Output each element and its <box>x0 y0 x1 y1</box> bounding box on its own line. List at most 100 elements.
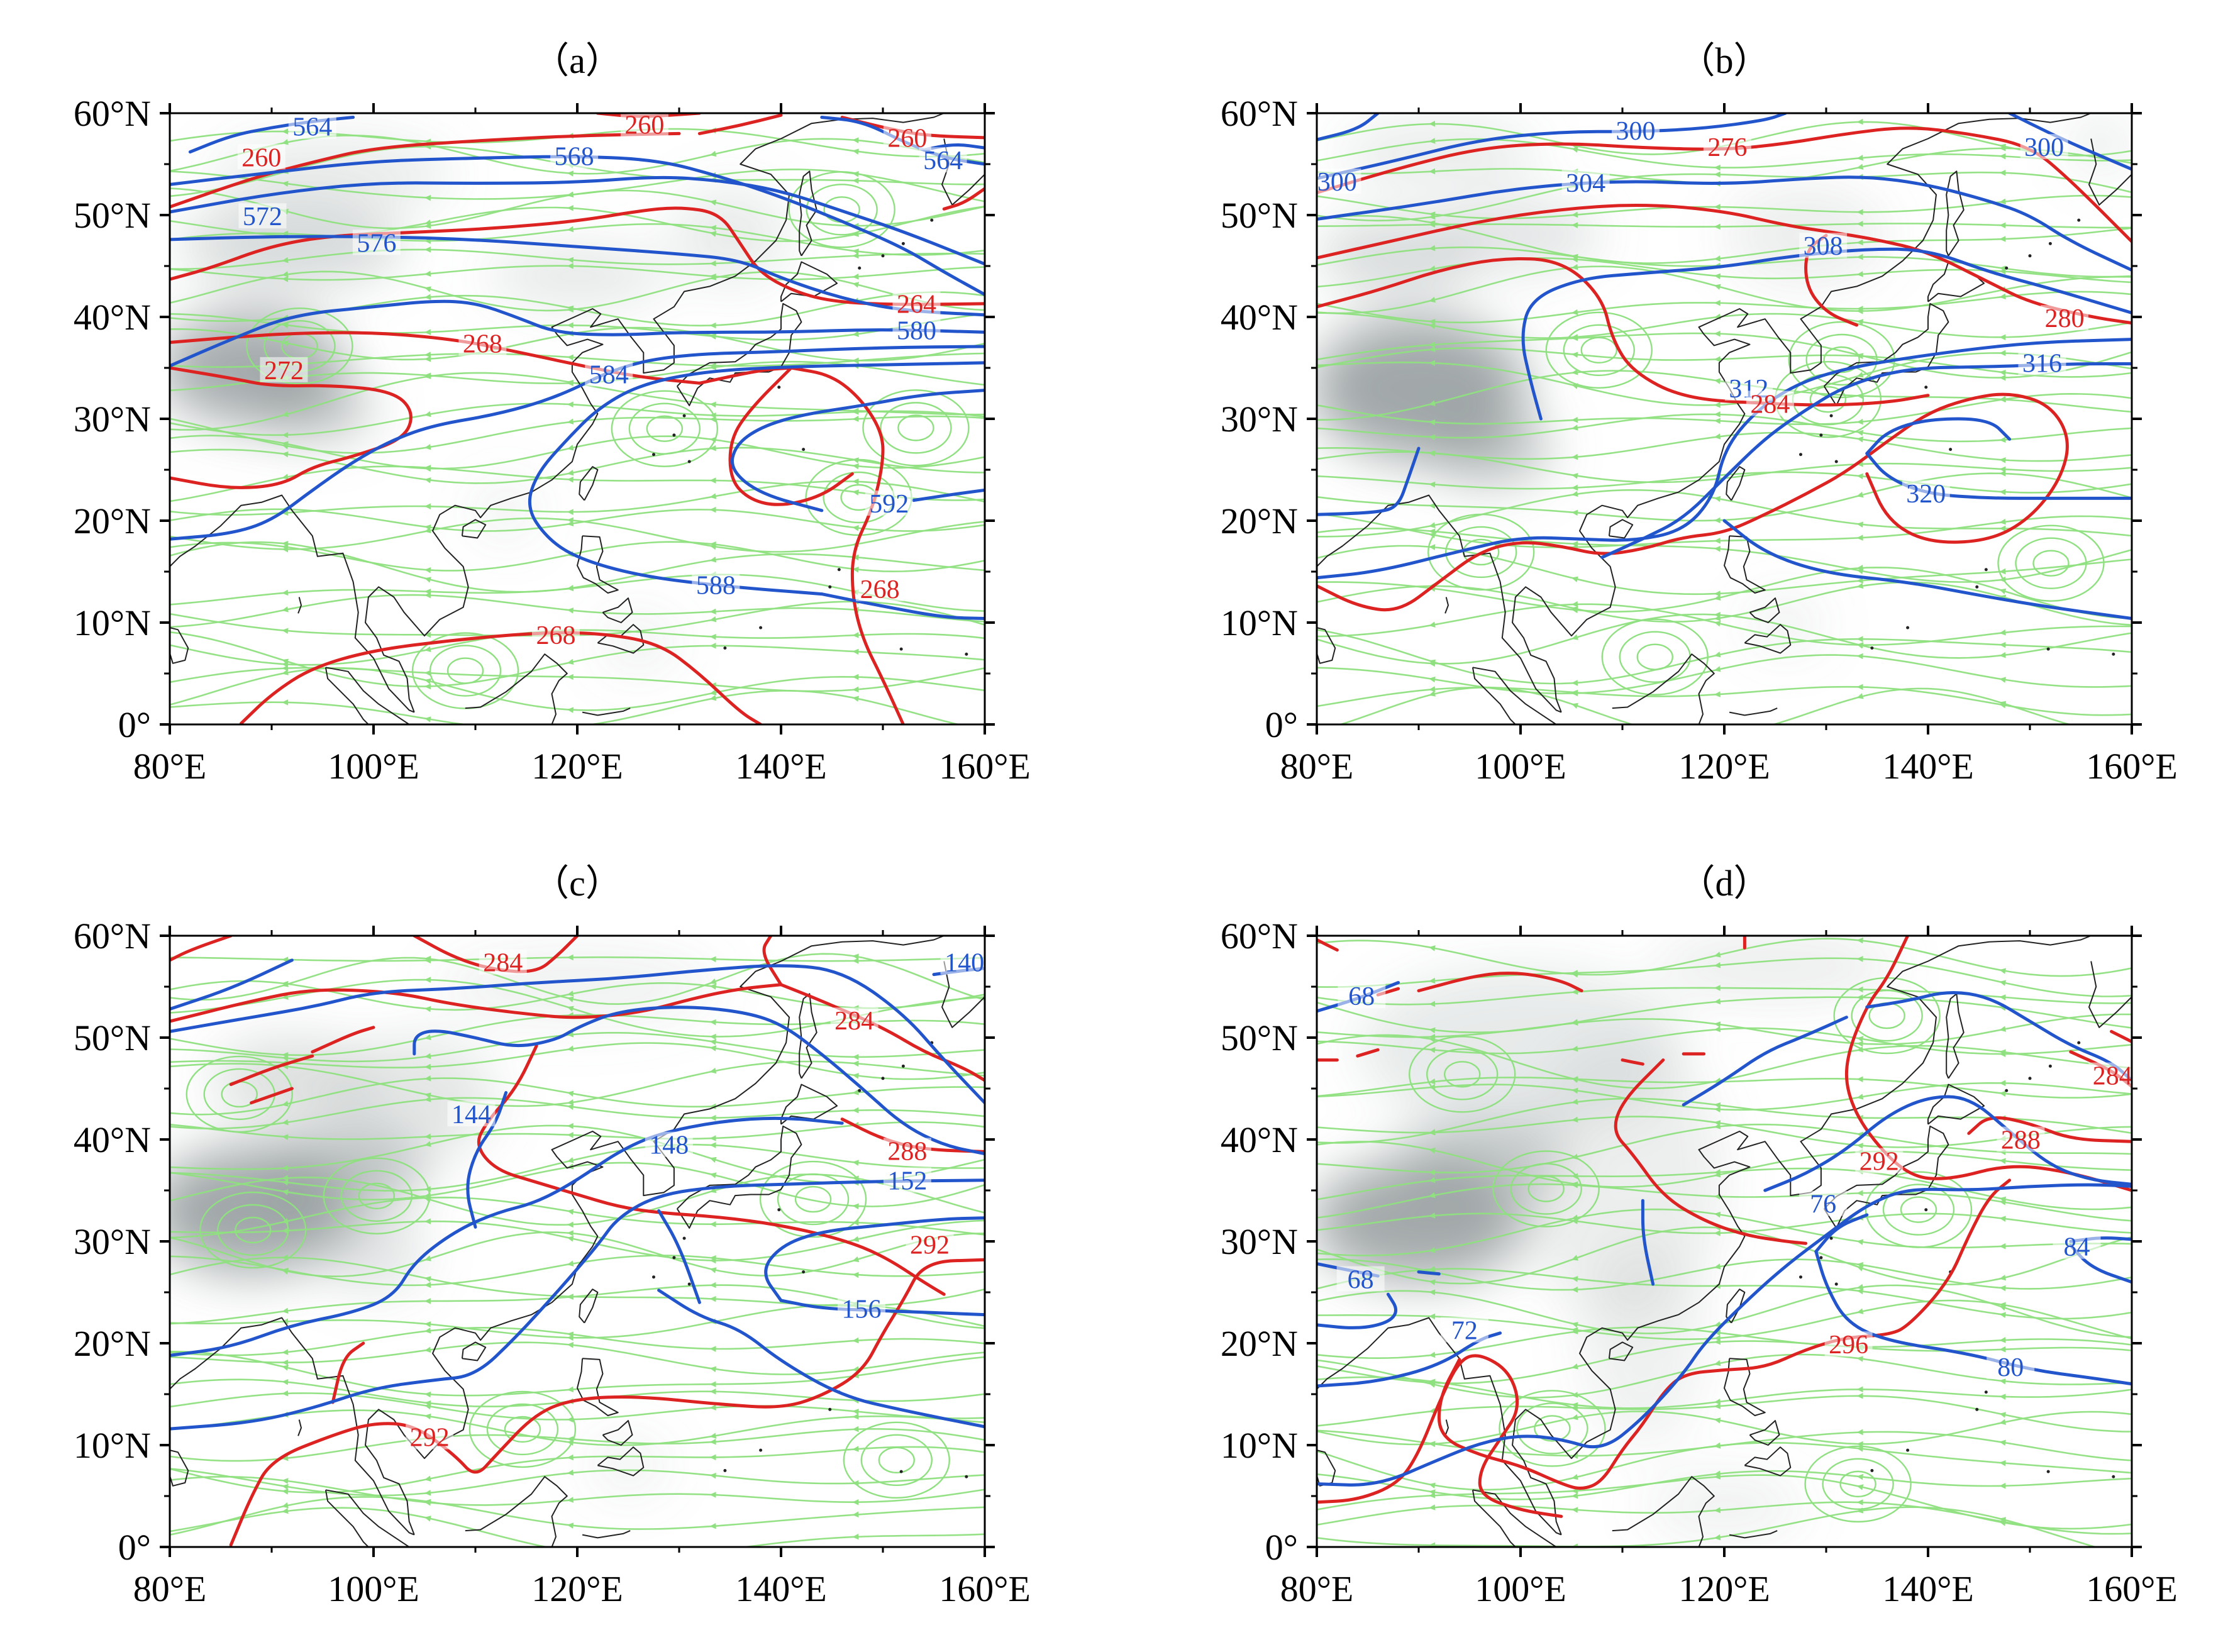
streamline <box>1317 291 2132 324</box>
island <box>1799 1275 1802 1279</box>
island <box>1829 1236 1833 1240</box>
coastline <box>579 466 599 501</box>
lat-tick-label: 60°N <box>1221 916 1298 956</box>
island <box>1906 626 1910 629</box>
height-contour <box>170 1116 844 1357</box>
island <box>2077 218 2081 222</box>
streamline <box>170 1097 985 1129</box>
panel-title: （a） <box>533 40 622 81</box>
streamline <box>1317 996 2132 1034</box>
streamline-eddy <box>1804 1445 1912 1523</box>
lon-tick-label: 80°E <box>133 1568 207 1609</box>
streamline <box>1317 257 2132 288</box>
island <box>1870 1469 1874 1472</box>
coastline <box>1612 1476 1715 1547</box>
temperature-contour <box>229 1258 985 1547</box>
streamline-eddy <box>1997 524 2105 602</box>
island <box>1834 460 1838 463</box>
streamline <box>170 1173 985 1226</box>
streamline-eddy <box>1865 1171 1973 1248</box>
coastline <box>1608 1341 1634 1361</box>
height-contour <box>1865 452 2132 500</box>
streamline <box>170 1341 985 1375</box>
contour-label-bg <box>883 125 931 150</box>
streamline <box>170 1326 985 1356</box>
streamline <box>1317 1123 2132 1173</box>
streamline-arrow <box>710 1548 716 1554</box>
temperature-contour <box>239 631 763 724</box>
shade-blob <box>1582 1241 1704 1445</box>
island <box>965 1475 968 1478</box>
contour-label-bg <box>830 1007 878 1033</box>
contour-label-bg <box>585 361 633 387</box>
streamline-eddy <box>878 1446 915 1474</box>
streamline-eddy <box>628 402 701 455</box>
coastline <box>1724 1358 1766 1416</box>
streamline-eddy <box>246 308 353 385</box>
contour-label-bg <box>837 1295 885 1321</box>
contour-label-bg <box>883 1138 931 1163</box>
height-contour <box>466 1091 508 1229</box>
coastlines <box>1317 113 2132 724</box>
streamline <box>170 980 985 1011</box>
height-contour <box>1814 1213 1869 1253</box>
contour-label-bg <box>1855 1148 1904 1173</box>
coastline <box>1512 113 2092 712</box>
island <box>1829 414 1833 418</box>
contour-label: 564 <box>292 113 332 142</box>
island <box>1819 1256 1823 1260</box>
coastline <box>2088 961 2132 1028</box>
coastline <box>676 1125 802 1229</box>
temperature-contour <box>697 113 783 135</box>
island <box>1984 1390 1988 1394</box>
streamline <box>170 480 985 516</box>
shade-blob <box>2070 113 2132 175</box>
height-contour <box>1814 1250 2132 1386</box>
contour-label-bg <box>1703 134 1751 160</box>
height-contour <box>657 1289 985 1429</box>
height-contour <box>1682 1016 1848 1107</box>
streamlines <box>1317 937 2132 1547</box>
height-contour <box>1600 362 2132 559</box>
streamlines <box>170 127 985 724</box>
streamline <box>1317 545 2132 596</box>
island <box>802 448 806 452</box>
contour-label: 272 <box>264 357 304 385</box>
height-contour <box>1317 113 1380 141</box>
height-contour <box>1317 113 1787 180</box>
coastline <box>324 667 369 724</box>
contour-label-bg <box>1440 1317 1488 1343</box>
streamline-eddy <box>1809 386 1847 413</box>
streamline-eddy <box>843 1421 950 1499</box>
lon-tick-label: 140°E <box>1882 746 1974 787</box>
contour-label-bg <box>1336 1266 1385 1292</box>
streamline-arrow <box>1714 733 1721 739</box>
contour-label: 264 <box>897 291 936 319</box>
streamline <box>170 1446 985 1494</box>
contour-label: 300 <box>1317 168 1357 197</box>
coastline <box>1317 494 1562 713</box>
contour-label-bg <box>892 291 941 316</box>
lat-tick-label: 0° <box>118 1527 151 1568</box>
island <box>930 218 934 222</box>
coastline <box>1472 1489 1557 1547</box>
streamline <box>1317 685 2132 716</box>
streamline <box>170 435 985 470</box>
streamline <box>1317 581 2132 626</box>
shade-blob <box>1521 1038 1724 1323</box>
coastline <box>297 1419 302 1436</box>
temperature-contour <box>942 187 985 211</box>
lat-tick-label: 50°N <box>74 195 151 236</box>
height-contour <box>1763 1095 2132 1192</box>
contour-label: 268 <box>860 575 900 604</box>
island <box>1975 1407 1979 1411</box>
axis-ticks: 0° 10°N 20°N 30°N 40°N 50°N 60°N 80°E 100°E 120°E… <box>74 93 1031 787</box>
streamline <box>170 1077 985 1116</box>
island <box>1984 568 1988 572</box>
temperature-contour <box>1317 257 1930 407</box>
temperature-contour <box>1317 126 2132 243</box>
streamline <box>1317 352 2132 406</box>
lat-tick-label: 0° <box>1265 1527 1298 1568</box>
streamline <box>1317 392 2132 426</box>
